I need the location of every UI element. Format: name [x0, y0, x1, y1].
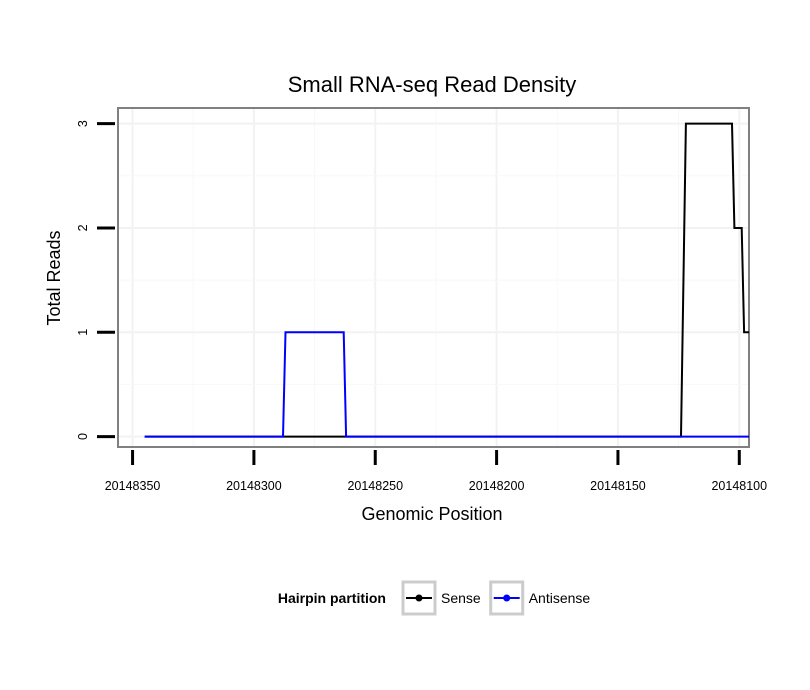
legend-key-point — [503, 594, 511, 602]
series-lines — [144, 122, 749, 438]
y-axis-title: Total Reads — [44, 230, 64, 325]
y-tick-label: 1 — [76, 329, 90, 336]
x-tick-label: 20148100 — [711, 479, 767, 493]
legend-key-point — [415, 594, 423, 602]
x-tick-label: 20148350 — [105, 479, 161, 493]
x-tick-label: 20148200 — [469, 479, 525, 493]
legend-label: Antisense — [529, 590, 591, 606]
series-line-sense — [144, 122, 749, 438]
axes: 20148350 20148300 20148250 20148200 20148150… — [76, 120, 767, 493]
x-axis-title: Genomic Position — [361, 504, 502, 524]
plot-panel — [117, 107, 750, 448]
chart-title: Small RNA-seq Read Density — [288, 72, 577, 97]
legend-item-sense: Sense — [401, 580, 481, 616]
legend-item-antisense: Antisense — [489, 580, 591, 616]
legend-label: Sense — [441, 590, 481, 606]
x-tick-label: 20148250 — [347, 479, 403, 493]
gridlines — [118, 108, 749, 447]
legend-items: Sense Antisense — [401, 580, 591, 616]
legend: Hairpin partition Sense Antisense — [278, 580, 591, 616]
y-tick-label: 3 — [76, 120, 90, 127]
series-line-antisense — [144, 331, 749, 438]
x-tick-label: 20148300 — [226, 479, 282, 493]
y-tick-label: 2 — [76, 224, 90, 231]
x-tick-label: 20148150 — [590, 479, 646, 493]
y-tick-label: 0 — [76, 433, 90, 440]
legend-title: Hairpin partition — [278, 590, 386, 606]
